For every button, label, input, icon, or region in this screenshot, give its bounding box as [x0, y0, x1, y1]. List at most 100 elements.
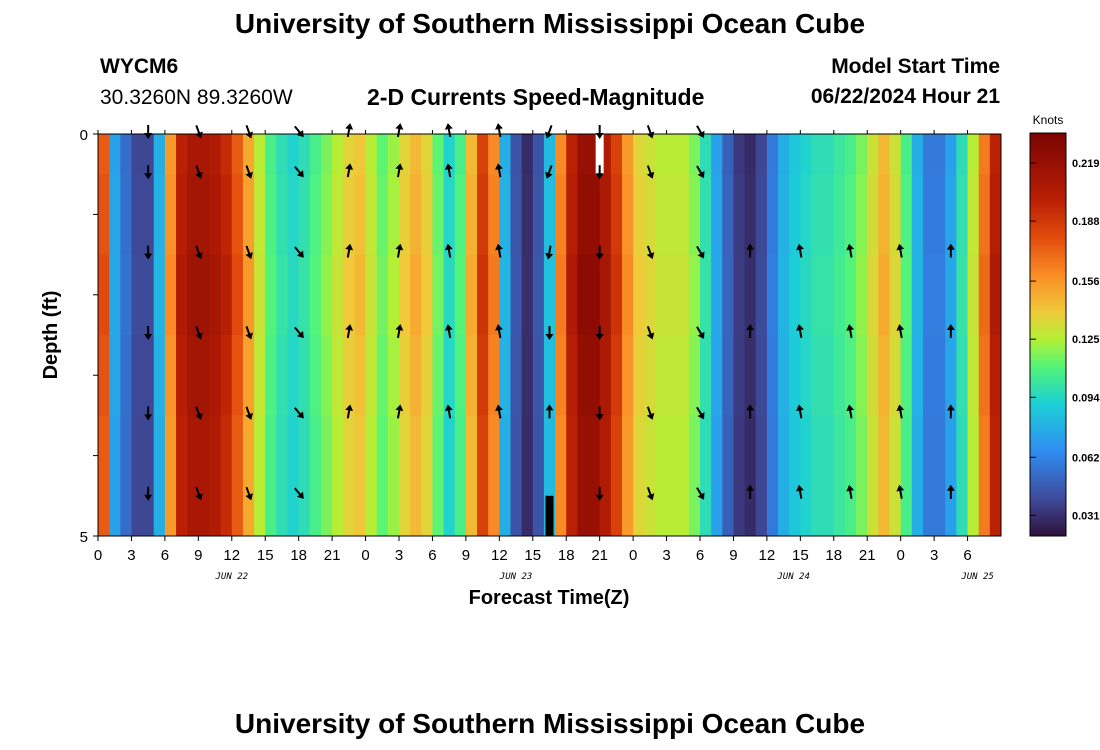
heatmap-cell — [867, 254, 879, 336]
heatmap-cell — [577, 174, 590, 256]
heatmap-cell — [477, 174, 489, 256]
heatmap-cell — [532, 415, 545, 536]
heatmap-cell — [287, 415, 300, 536]
x-tick-label: 12 — [223, 547, 240, 564]
heatmap-cell — [789, 415, 801, 536]
heatmap-cell — [465, 174, 478, 256]
heatmap-cell — [421, 134, 434, 175]
heatmap-cell — [320, 415, 333, 536]
heatmap-cell — [577, 134, 590, 175]
heatmap-cell — [844, 415, 857, 536]
heatmap-cell — [800, 174, 813, 256]
heatmap-cell — [677, 134, 690, 175]
heatmap-cell — [621, 335, 634, 416]
current-vector-arrow — [946, 484, 955, 499]
heatmap-cell — [633, 134, 645, 175]
heatmap-cell — [711, 134, 723, 175]
x-tick-label: 12 — [491, 547, 508, 564]
heatmap-cell — [833, 254, 846, 336]
heatmap-cell — [187, 415, 199, 536]
heatmap-cell — [131, 415, 144, 536]
current-vector-arrow — [846, 404, 855, 419]
heatmap-cell — [967, 335, 980, 416]
heatmap-cell — [488, 415, 500, 536]
heatmap-cell — [911, 134, 924, 175]
heatmap-cell — [510, 335, 523, 416]
model-start-label: Model Start Time — [831, 55, 1000, 78]
heatmap-cell — [164, 254, 177, 336]
heatmap-cell — [610, 174, 623, 256]
x-tick-label: 21 — [859, 547, 876, 564]
heatmap-cell — [477, 415, 489, 536]
y-axis-label: Depth (ft) — [40, 291, 62, 380]
heatmap-cell — [744, 335, 757, 416]
current-vector-arrow — [245, 406, 253, 420]
heatmap-cell — [332, 254, 344, 336]
heatmap-cell — [711, 174, 723, 256]
heatmap-cell — [354, 134, 367, 175]
heatmap-cell — [722, 254, 735, 336]
heatmap-cell — [644, 415, 657, 536]
heatmap-cell — [666, 254, 679, 336]
heatmap-cell — [677, 174, 690, 256]
current-vector-arrow — [545, 326, 554, 340]
heatmap-cell — [465, 134, 478, 175]
heatmap-cell — [778, 254, 790, 336]
current-vector-arrow — [245, 245, 253, 260]
heatmap-cell — [811, 174, 824, 256]
heatmap-cell — [365, 335, 378, 416]
heatmap-cell — [198, 415, 211, 536]
heatmap-cell — [510, 415, 523, 536]
heatmap-cell — [488, 335, 500, 416]
heatmap-cell — [164, 415, 177, 536]
heatmap-cell — [387, 134, 400, 175]
heatmap-cell — [376, 335, 389, 416]
heatmap-cell — [755, 335, 768, 416]
heatmap-cell — [666, 174, 679, 256]
heatmap-cell — [867, 415, 879, 536]
heatmap-cell — [833, 174, 846, 256]
heatmap-cell — [922, 415, 935, 536]
current-vector-arrow — [746, 484, 755, 499]
heatmap-cell — [432, 254, 445, 336]
heatmap-cell — [153, 335, 166, 416]
heatmap-cell — [967, 415, 980, 536]
heatmap-cell — [621, 174, 634, 256]
heatmap-cell — [410, 254, 422, 336]
heatmap-cell — [142, 254, 155, 336]
current-vector-arrow — [195, 165, 203, 179]
date-label: JUN 23 — [499, 572, 533, 582]
heatmap-cell — [778, 134, 790, 175]
heatmap-cell — [109, 174, 121, 256]
heatmap-cell — [967, 134, 980, 175]
heatmap-cell — [789, 254, 801, 336]
heatmap-cell — [109, 335, 121, 416]
heatmap-cell — [934, 415, 946, 536]
heatmap-cell — [343, 174, 356, 256]
heatmap-cell — [878, 134, 891, 175]
x-tick-label: 9 — [462, 547, 470, 564]
x-tick-label: 21 — [591, 547, 608, 564]
x-tick-label: 3 — [662, 547, 670, 564]
heatmap-cell — [844, 254, 857, 336]
heatmap-cell — [164, 335, 177, 416]
page-title: University of Southern Mississippi Ocean… — [234, 8, 866, 39]
heatmap-cell — [588, 415, 601, 536]
current-vector-arrow — [646, 125, 655, 139]
heatmap-cell — [688, 254, 701, 336]
current-vector-arrow — [245, 486, 253, 501]
heatmap-cell — [566, 335, 578, 416]
heatmap-cell — [332, 415, 344, 536]
heatmap-cell — [989, 254, 1001, 336]
heatmap-cell — [900, 134, 913, 175]
heatmap-cell — [766, 174, 779, 256]
heatmap-cell — [922, 335, 935, 416]
heatmap-cell — [209, 134, 222, 175]
heatmap-cell — [900, 174, 913, 256]
heatmap-cell — [922, 174, 935, 256]
heatmap-cell — [109, 134, 121, 175]
heatmap-cell — [443, 415, 456, 536]
heatmap-cell — [142, 134, 155, 175]
heatmap-cell — [610, 415, 623, 536]
current-vector-arrow — [245, 326, 253, 340]
